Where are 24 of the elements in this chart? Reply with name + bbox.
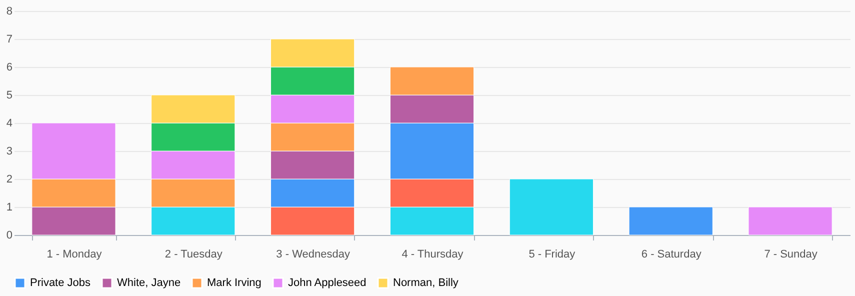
legend-label: Norman, Billy	[393, 277, 459, 289]
bar	[748, 206, 832, 236]
y-tick-label: 1	[6, 202, 12, 214]
y-tick-label: 0	[6, 230, 12, 242]
y-tick-label: 3	[6, 146, 12, 158]
y-tick-label: 6	[6, 62, 12, 74]
bar	[509, 178, 594, 236]
bar	[628, 206, 713, 236]
y-tick-label: 7	[6, 34, 12, 46]
legend-label: Private Jobs	[30, 277, 92, 289]
x-tick-label: 7 - Sunday	[764, 248, 818, 260]
y-tick-label: 8	[6, 6, 12, 18]
x-tick-label: 2 - Tuesday	[164, 248, 223, 260]
legend-label: John Appleseed	[288, 277, 366, 289]
legend-label: White, Jayne	[117, 277, 181, 289]
x-tick-label: 5 - Friday	[528, 248, 576, 260]
x-tick-label: 6 - Saturday	[641, 248, 702, 260]
x-tick-label: 4 - Thursday	[402, 248, 464, 260]
x-tick-label: 1 - Monday	[46, 248, 102, 260]
y-tick-label: 5	[6, 90, 12, 102]
x-tick-label: 3 - Wednesday	[276, 248, 350, 260]
y-tick-label: 2	[6, 174, 12, 186]
y-tick-label: 4	[6, 118, 12, 130]
legend-label: Mark Irving	[207, 277, 262, 289]
